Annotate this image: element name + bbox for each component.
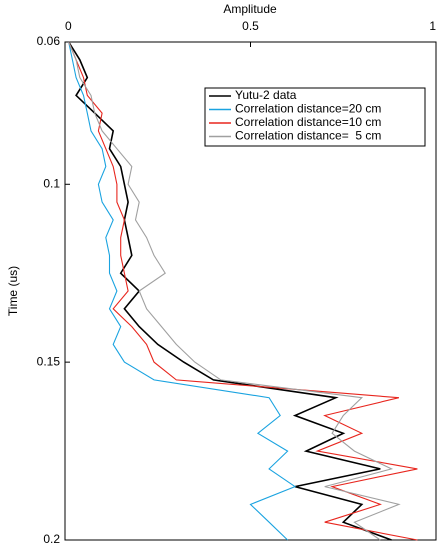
y-tick-label: 0.06 [37, 34, 61, 48]
y-tick-label: 0.15 [37, 354, 61, 368]
legend-box [204, 87, 426, 147]
x-tick-label: 0 [65, 19, 72, 33]
series-line [68, 41, 401, 541]
legend-label: Correlation distance=20 cm [235, 102, 381, 116]
y-tick-label: 0.2 [43, 532, 60, 546]
series-line [68, 41, 297, 541]
x-tick-label: 1 [429, 19, 436, 33]
y-tick-label: 0.1 [43, 176, 60, 190]
legend-label: Correlation distance= 5 cm [235, 129, 381, 143]
y-axis-label: Time (us) [6, 266, 20, 316]
x-tick-label: 0.5 [242, 19, 259, 33]
legend-label: Yutu-2 data [235, 88, 297, 102]
x-axis-label: Amplitude [223, 2, 277, 16]
legend-label: Correlation distance=10 cm [235, 115, 381, 129]
